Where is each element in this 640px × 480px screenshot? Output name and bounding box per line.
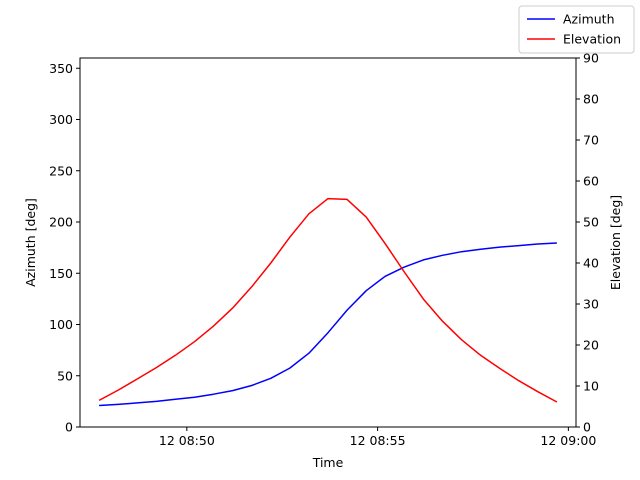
y-axis-left-label: Azimuth [deg] <box>23 198 38 287</box>
y-left-tick-label: 350 <box>49 61 73 76</box>
series-line-azimuth <box>99 242 557 407</box>
legend-label-azimuth: Azimuth <box>563 12 615 27</box>
x-tick-label: 12 08:50 <box>159 433 215 448</box>
y-axis-right-label: Elevation [deg] <box>608 195 623 290</box>
x-tick-label: 12 08:55 <box>350 433 406 448</box>
y-right-tick-label: 40 <box>583 256 599 271</box>
y-right-tick-label: 90 <box>583 51 599 66</box>
plot-frame <box>79 57 577 428</box>
y-right-tick-label: 50 <box>583 215 599 230</box>
y-right-tick-label: 0 <box>583 420 591 435</box>
x-axis: 12 08:50 12 08:55 12 09:00 <box>159 427 596 448</box>
y-right-tick-label: 80 <box>583 92 599 107</box>
legend: Azimuth Elevation <box>518 5 635 54</box>
y-left-tick-label: 0 <box>65 420 73 435</box>
y-right-tick-label: 30 <box>583 297 599 312</box>
legend-label-elevation: Elevation <box>563 32 621 47</box>
x-axis-label: Time <box>312 455 344 470</box>
series-line-elevation <box>98 197 558 403</box>
y-left-tick-label: 100 <box>49 317 73 332</box>
y-left-tick-label: 150 <box>49 266 73 281</box>
y-right-tick-label: 10 <box>583 379 599 394</box>
y-left-tick-label: 50 <box>57 368 73 383</box>
x-tick-label: 12 09:00 <box>540 433 596 448</box>
y-left-tick-label: 200 <box>49 215 73 230</box>
plot-lines <box>98 197 558 407</box>
legend-box <box>518 5 635 54</box>
y-axis-left: 0 50 100 150 200 250 300 350 <box>49 61 80 435</box>
y-right-tick-label: 20 <box>583 338 599 353</box>
y-left-tick-label: 250 <box>49 163 73 178</box>
y-left-tick-label: 300 <box>49 112 73 127</box>
y-right-tick-label: 70 <box>583 133 599 148</box>
y-axis-right: 0 10 20 30 40 50 60 70 80 90 <box>576 51 599 435</box>
y-right-tick-label: 60 <box>583 174 599 189</box>
